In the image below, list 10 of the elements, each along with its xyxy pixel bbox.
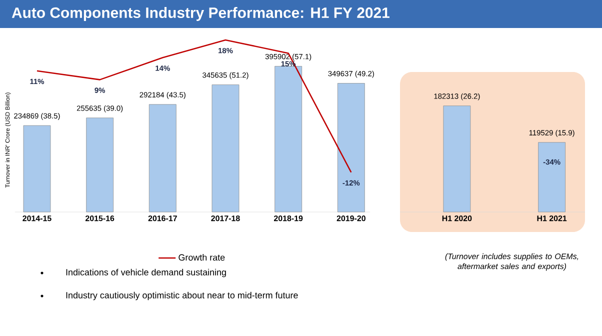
chart-title: Auto Components Industry Performance: H1 FY 2021: [12, 7, 390, 21]
bar: [86, 118, 114, 212]
legend-label: Growth rate: [178, 254, 225, 261]
bar: [23, 125, 51, 212]
bar: [148, 104, 176, 212]
bar: [274, 66, 302, 212]
text: Indications of vehicle demand sustaining: [66, 268, 226, 278]
bar: [337, 83, 365, 212]
text: Industry cautiously optimistic about near to mid-term future: [66, 292, 298, 300]
bar: [212, 84, 240, 212]
